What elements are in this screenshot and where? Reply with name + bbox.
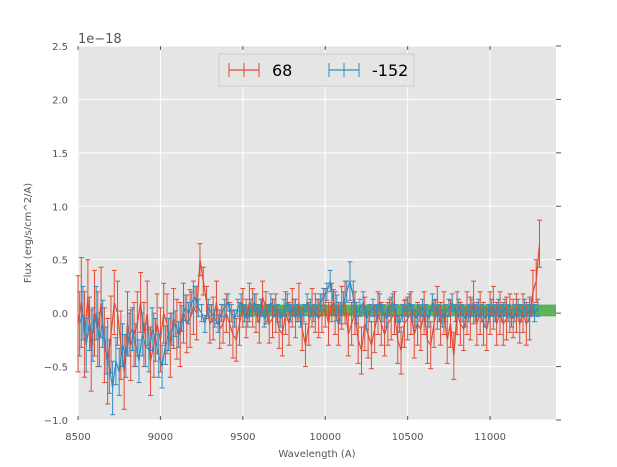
band-layer xyxy=(239,304,556,317)
y-tick-label: 0.5 xyxy=(52,256,68,267)
grid-lines xyxy=(77,45,556,421)
x-tick-label: 9000 xyxy=(148,432,173,443)
legend-items: 68 -152 xyxy=(228,61,408,80)
flux-band xyxy=(239,304,556,317)
x-axis-label: Wavelength (A) xyxy=(278,449,355,460)
y-tick-label: 2.0 xyxy=(52,95,68,106)
y-tick-label: 1.0 xyxy=(52,202,68,213)
y-tick-label: 1.5 xyxy=(52,149,68,160)
legend-label: 68 xyxy=(272,61,292,80)
legend-label: -152 xyxy=(372,61,408,80)
legend: 68 -152 xyxy=(218,53,415,87)
x-ticks: 8500 9000 9500 10000 10500 11000 xyxy=(65,46,506,443)
plot-background xyxy=(78,46,556,420)
y-tick-label: −0.5 xyxy=(44,363,68,374)
x-tick-label: 10000 xyxy=(309,432,341,443)
y-tick-label: −1.0 xyxy=(44,416,68,427)
y-axis-label: Flux (erg/s/cm^2/A) xyxy=(23,183,34,283)
series-1 xyxy=(77,261,541,416)
x-tick-label: 11000 xyxy=(474,432,506,443)
y-offset-label: 1e−18 xyxy=(78,32,122,47)
y-ticks: −1.0 −0.5 0.0 0.5 1.0 1.5 2.0 2.5 xyxy=(44,42,561,427)
x-tick-label: 9500 xyxy=(230,432,255,443)
series-layer xyxy=(75,219,543,416)
y-tick-label: 0.0 xyxy=(52,309,68,320)
y-tick-label: 2.5 xyxy=(52,42,68,53)
x-tick-label: 10500 xyxy=(392,432,424,443)
series-line xyxy=(79,280,539,388)
x-tick-label: 8500 xyxy=(65,432,90,443)
